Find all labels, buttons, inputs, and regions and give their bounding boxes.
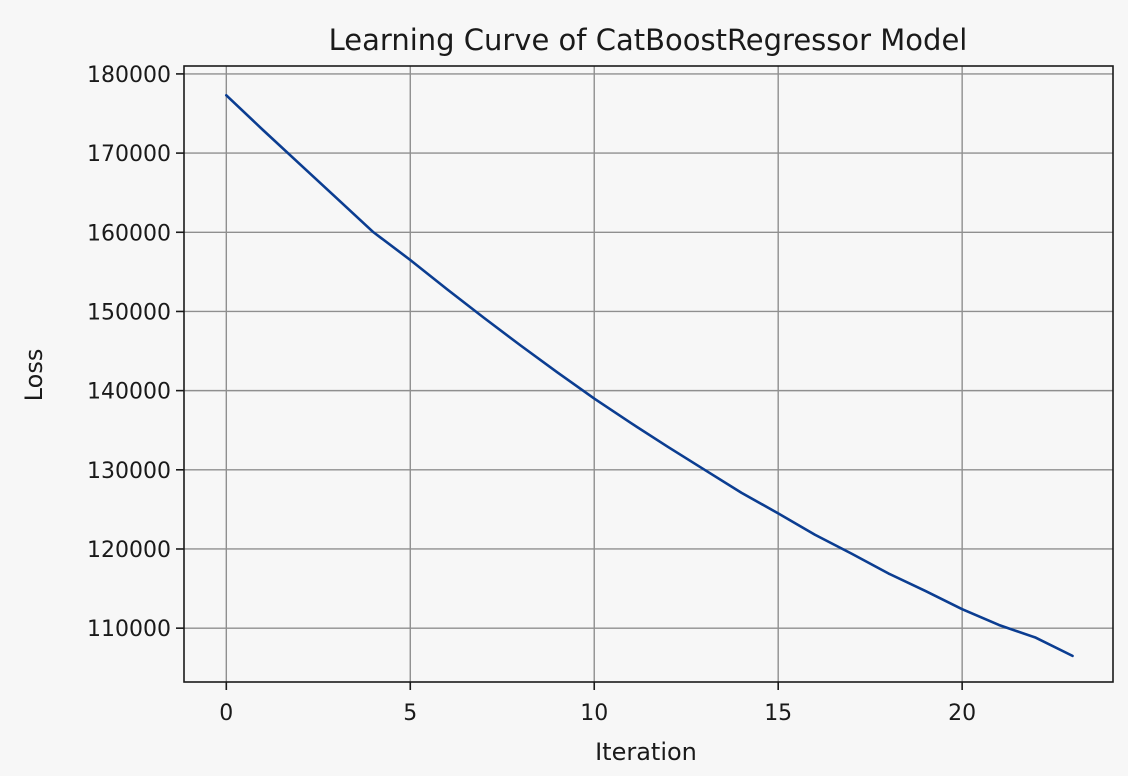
y-tick-label: 140000 <box>87 380 171 405</box>
plot-frame <box>183 65 1114 683</box>
y-axis-label: Loss <box>20 349 48 402</box>
y-tick-label: 130000 <box>87 459 171 484</box>
y-tick-label: 110000 <box>87 617 171 642</box>
x-tick-label: 5 <box>403 701 417 726</box>
x-tick-label: 20 <box>948 701 976 726</box>
x-axis-label: Iteration <box>595 738 697 766</box>
chart-title: Learning Curve of CatBoostRegressor Mode… <box>329 23 968 57</box>
y-tick-label: 180000 <box>87 63 171 88</box>
x-tick-label: 0 <box>219 701 233 726</box>
y-tick-label: 160000 <box>87 221 171 246</box>
y-axis: 110000 120000 130000 140000 150000 160000 1700… <box>87 63 184 642</box>
x-tick-label: 15 <box>764 701 792 726</box>
y-tick-label: 120000 <box>87 538 171 563</box>
y-tick-label: 170000 <box>87 142 171 167</box>
y-tick-label: 150000 <box>87 300 171 325</box>
x-tick-label: 10 <box>580 701 608 726</box>
grid <box>184 66 1113 682</box>
x-axis: 0 5 10 15 20 <box>219 682 976 726</box>
loss-series-line <box>225 94 1074 658</box>
series-layer <box>225 94 1074 658</box>
